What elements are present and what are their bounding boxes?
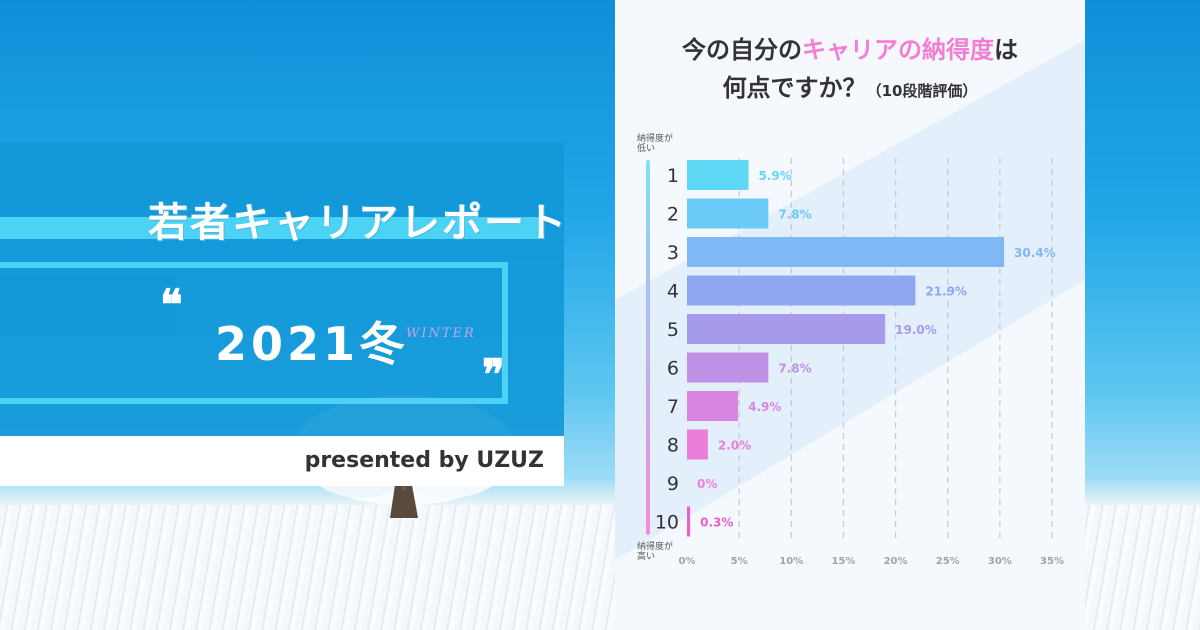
category-label: 6 xyxy=(667,358,679,380)
chart-title-part: は xyxy=(994,36,1018,64)
data-label: 7.8% xyxy=(778,362,811,376)
data-label: 30.4% xyxy=(1014,246,1056,260)
data-label: 0.3% xyxy=(700,516,733,530)
category-label: 3 xyxy=(667,242,679,264)
bar xyxy=(687,160,749,190)
x-tick-label: 10% xyxy=(779,556,803,567)
category-label: 10 xyxy=(655,512,679,534)
open-quote-icon: ❝ xyxy=(160,280,183,329)
x-tick-label: 35% xyxy=(1040,556,1064,567)
data-label: 21.9% xyxy=(925,285,967,299)
data-label: 7.8% xyxy=(778,208,811,222)
data-label: 0% xyxy=(697,477,717,491)
data-label: 2.0% xyxy=(718,439,751,453)
axis-top-label: 納得度が xyxy=(637,132,673,144)
bar xyxy=(687,506,691,537)
x-tick-label: 0% xyxy=(679,556,696,567)
category-label: 4 xyxy=(667,281,679,303)
chart-panel: 今の自分のキャリアの納得度は 何点ですか？（10段階評価） 0% 5% 10% 15%… xyxy=(615,0,1085,630)
close-quote-icon: ❞ xyxy=(482,350,505,399)
bar xyxy=(687,237,1005,267)
presenter-bar: presented by UZUZ xyxy=(0,436,564,486)
bar xyxy=(687,275,916,306)
data-label: 19.0% xyxy=(895,323,937,337)
frame-gap xyxy=(0,275,176,335)
bar xyxy=(687,391,739,421)
chart-title-part: 何点ですか？ xyxy=(722,74,867,102)
axis-bottom-label: 高い xyxy=(637,550,655,562)
category-label: 9 xyxy=(667,473,679,495)
axis-bottom-label: 納得度が xyxy=(637,540,673,552)
report-year: 2021冬 xyxy=(215,317,410,371)
chart-title-note: （10段階評価） xyxy=(866,82,978,100)
category-label: 7 xyxy=(667,396,679,418)
data-label: 5.9% xyxy=(759,169,792,183)
data-label: 4.9% xyxy=(748,400,781,414)
chart-title-line-2: 何点ですか？（10段階評価） xyxy=(615,68,1085,103)
category-label: 5 xyxy=(667,319,679,341)
category-label: 1 xyxy=(667,165,679,187)
bar xyxy=(687,429,708,460)
chart-title-highlight: キャリアの納得度 xyxy=(802,36,994,64)
x-tick-label: 20% xyxy=(884,556,908,567)
bar xyxy=(687,314,886,344)
rating-axis xyxy=(646,160,650,535)
category-label: 2 xyxy=(667,204,679,226)
quote-frame xyxy=(0,262,508,404)
season-label: WINTER xyxy=(406,326,476,341)
axis-top-label: 低い xyxy=(637,142,655,154)
bar xyxy=(687,198,769,229)
x-tick-label: 15% xyxy=(831,556,855,567)
chart-title-line-1: 今の自分のキャリアの納得度は xyxy=(615,30,1085,65)
x-tick-label: 30% xyxy=(988,556,1012,567)
chart-title-part: 今の自分の xyxy=(682,36,802,64)
title-underline-strip xyxy=(0,217,540,239)
x-tick-label: 5% xyxy=(731,556,748,567)
bar xyxy=(687,352,769,383)
category-label: 8 xyxy=(667,435,679,457)
report-title: 若者キャリアレポート xyxy=(148,200,568,246)
presenter-text: presented by UZUZ xyxy=(304,448,544,473)
x-tick-label: 25% xyxy=(936,556,960,567)
